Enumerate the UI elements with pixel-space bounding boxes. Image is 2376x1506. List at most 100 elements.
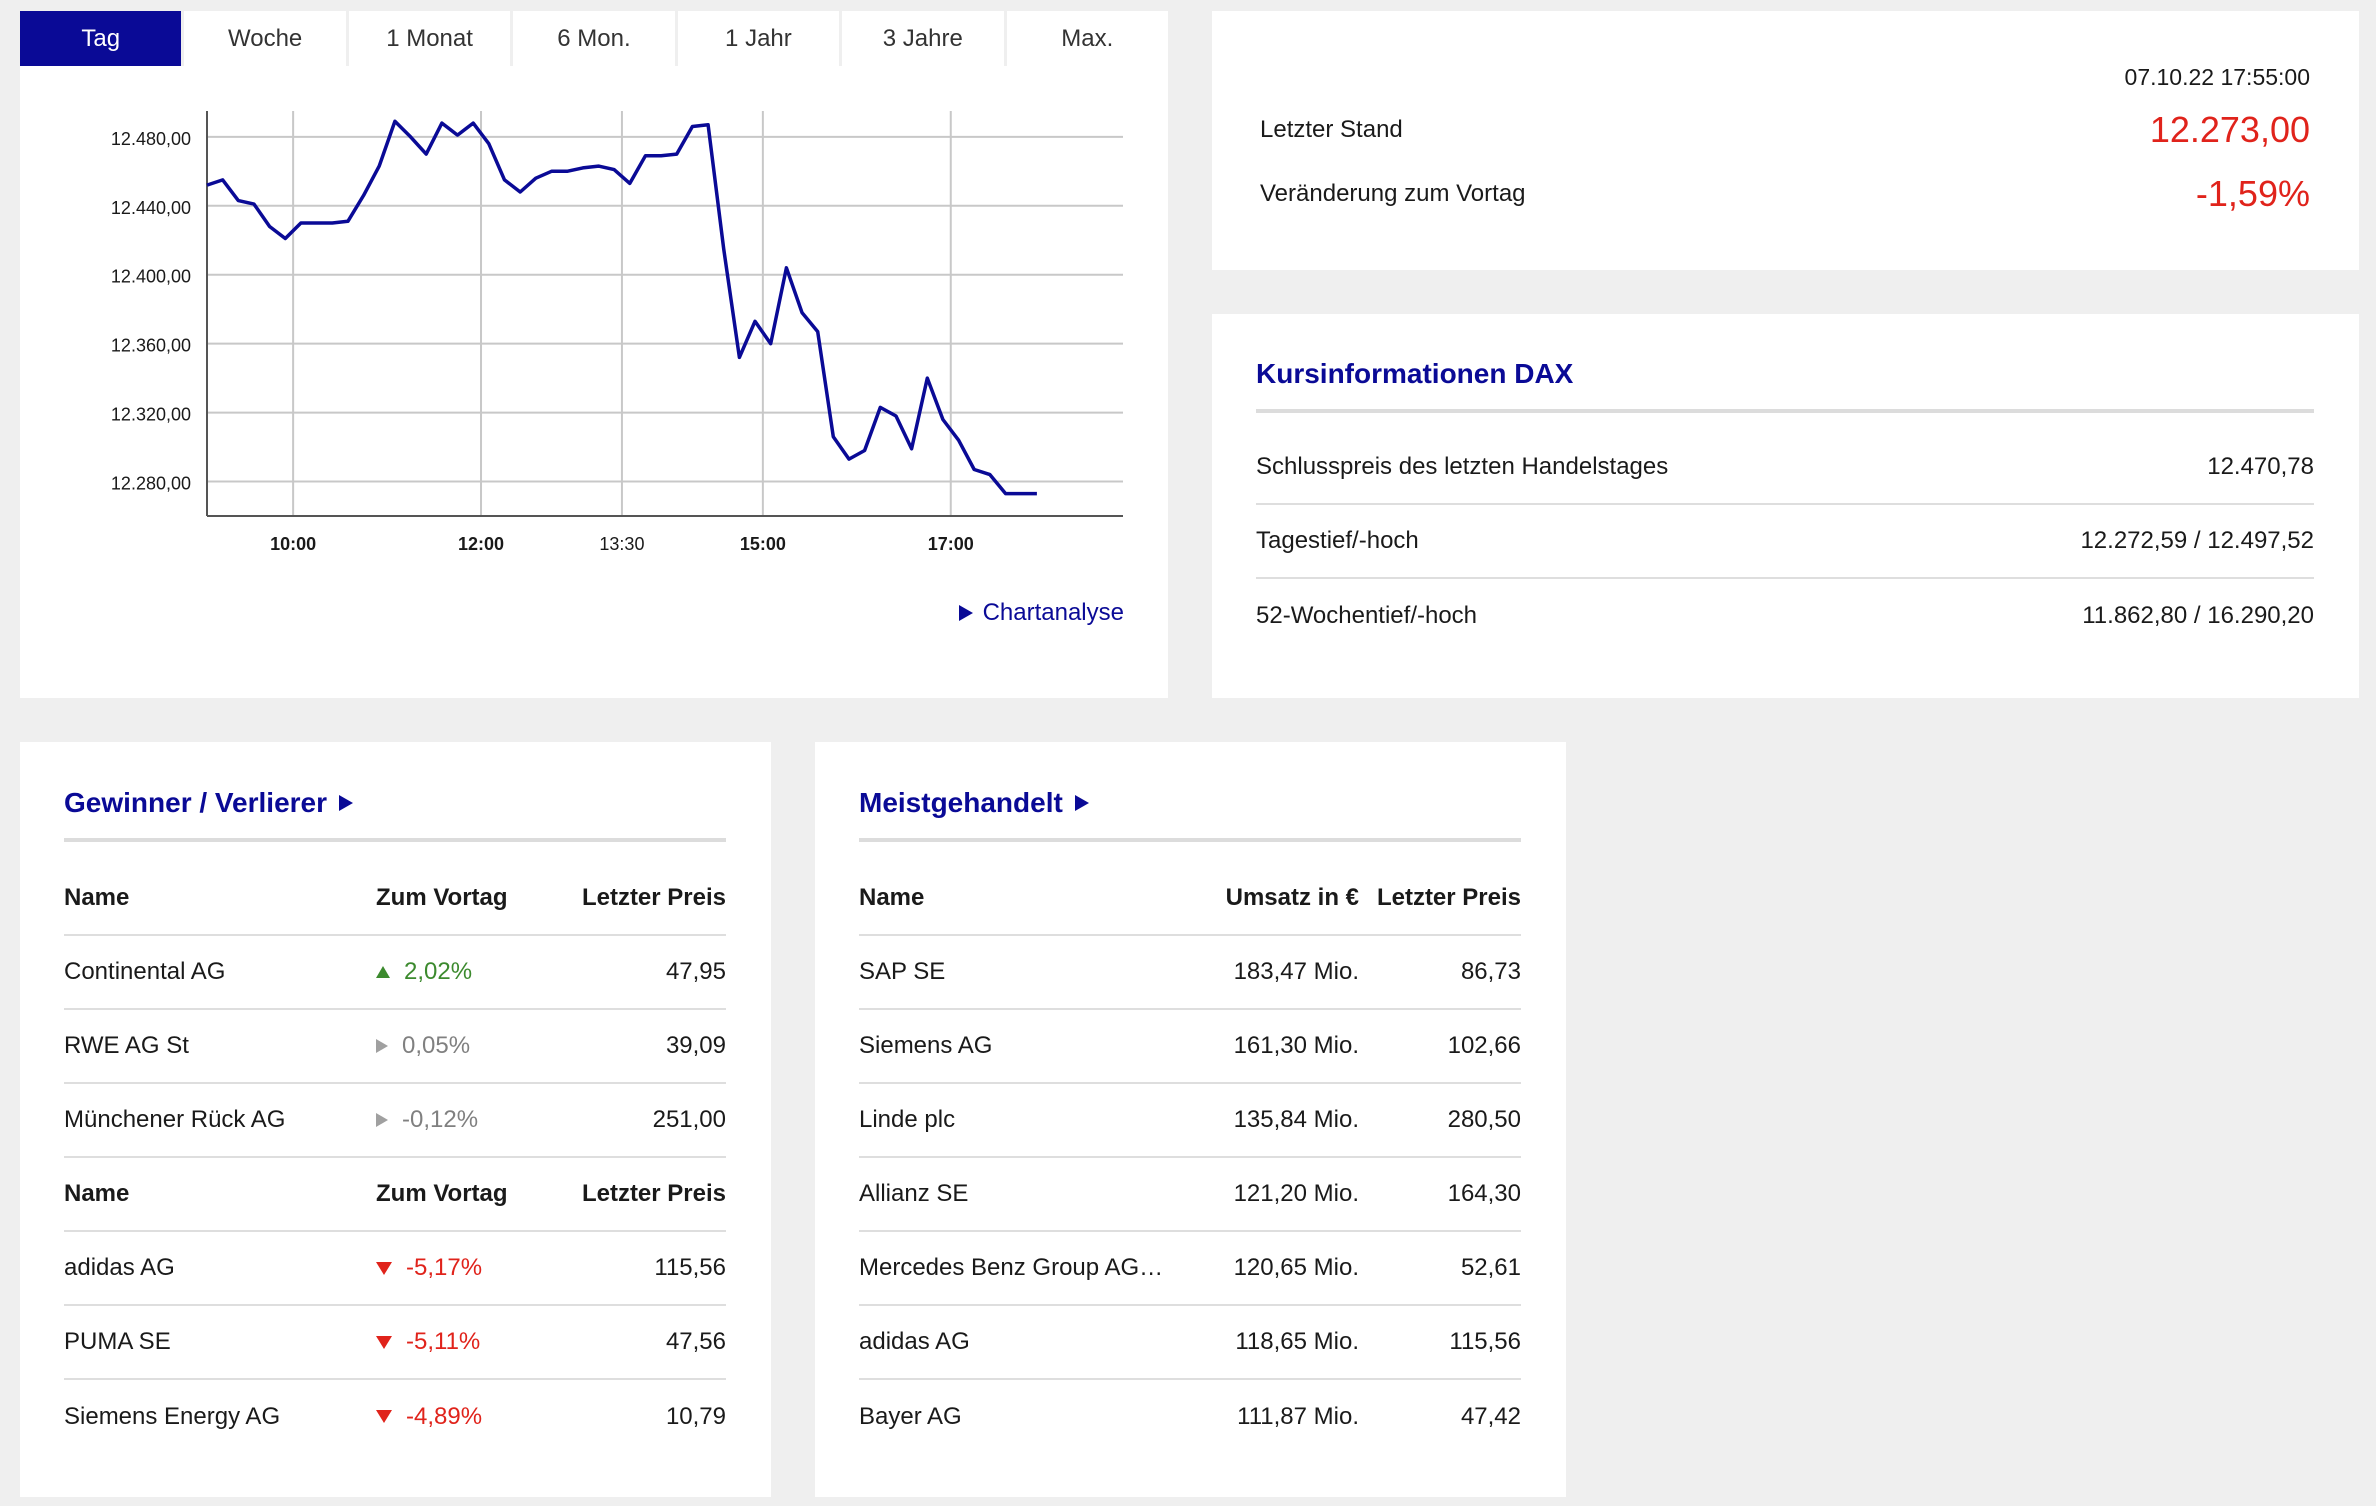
most-traded-title-link[interactable]: Meistgehandelt <box>859 787 1089 819</box>
volume: 118,65 Mio. <box>1199 1305 1359 1380</box>
change-cell: -5,17% <box>376 1231 546 1306</box>
stock-name[interactable]: Allianz SE <box>859 1180 969 1207</box>
stock-name-cell[interactable]: adidas AG <box>859 1305 1199 1380</box>
info-row: Tagestief/-hoch 12.272,59 / 12.497,52 <box>1256 505 2314 579</box>
column-header[interactable]: Letzter Preis <box>546 861 726 936</box>
change-cell: -4,89% <box>376 1379 546 1453</box>
x-tick-label: 17:00 <box>928 534 974 554</box>
triangle-down-icon <box>376 1410 392 1423</box>
change-value: -1,59% <box>2195 173 2310 214</box>
column-header[interactable]: Letzter Preis <box>546 1157 726 1232</box>
change-cell: 2,02% <box>376 935 546 1010</box>
price-series-line <box>206 119 1037 496</box>
column-header[interactable]: Letzter Preis <box>1359 861 1521 936</box>
last-price: 47,56 <box>546 1305 726 1380</box>
stock-name[interactable]: Siemens AG <box>859 1032 993 1059</box>
last-price: 115,56 <box>546 1231 726 1306</box>
timeframe-tabs: Tag Woche 1 Monat 6 Mon. 1 Jahr 3 Jahre Max. <box>20 11 1168 66</box>
column-header[interactable]: Name <box>859 861 1199 936</box>
info-title: Kursinformationen DAX <box>1256 358 1574 389</box>
stock-name[interactable]: Münchener Rück AG <box>64 1083 376 1158</box>
table-row[interactable]: Allianz SE 121,20 Mio. 164,30 <box>859 1157 1521 1232</box>
info-row-label: Tagestief/-hoch <box>1256 527 1419 554</box>
tab-woche[interactable]: Woche <box>184 11 346 66</box>
x-tick-label: 15:00 <box>740 534 786 554</box>
stock-name-cell[interactable]: Siemens AG <box>859 1009 1199 1084</box>
volume: 135,84 Mio. <box>1199 1083 1359 1158</box>
last-price: 10,79 <box>665 1402 726 1430</box>
table-row[interactable]: Mercedes Benz Group AG… 120,65 Mio. 52,61 <box>859 1231 1521 1306</box>
tab-1-jahr[interactable]: 1 Jahr <box>677 11 840 66</box>
stock-name[interactable]: Linde plc <box>859 1106 956 1133</box>
table-row[interactable]: RWE AG St 0,05% 39,09 <box>64 1009 726 1084</box>
stock-name[interactable]: adidas AG <box>64 1231 376 1306</box>
gainers-losers-title-link[interactable]: Gewinner / Verlierer <box>64 787 354 819</box>
column-header[interactable]: Name <box>64 861 376 936</box>
triangle-down-icon <box>376 1335 392 1349</box>
table-row[interactable]: Münchener Rück AG -0,12% 251,00 <box>64 1083 726 1158</box>
column-header[interactable]: Zum Vortag <box>376 861 546 936</box>
stock-name-cell[interactable]: Linde plc <box>859 1083 1199 1158</box>
last-price: 47,95 <box>546 935 726 1010</box>
change-row: Veränderung zum Vortag -1,59% <box>1260 173 2310 215</box>
last-price: 102,66 <box>1359 1009 1521 1084</box>
price-info-panel: Kursinformationen DAX Schlusspreis des l… <box>1212 314 2359 698</box>
stock-name-cell[interactable]: SAP SE <box>859 935 1199 1010</box>
table-row[interactable]: Siemens Energy AG -4,89% 10,79 <box>64 1379 726 1453</box>
quote-timestamp: 07.10.22 17:55:00 <box>2124 64 2310 90</box>
chartanalyse-link[interactable]: Chartanalyse <box>958 599 1124 627</box>
volume: 161,30 Mio. <box>1199 1009 1359 1084</box>
table-row[interactable]: Continental AG 2,02% 47,95 <box>64 935 726 1010</box>
stock-name[interactable]: adidas AG <box>859 1328 970 1355</box>
change-cell: 0,05% <box>376 1009 546 1084</box>
stock-name[interactable]: Mercedes Benz Group AG… <box>859 1254 1164 1281</box>
gainers-losers-panel: Gewinner / Verlierer Name Zum Vortag Letzt… <box>20 742 771 1497</box>
info-row-value: 12.470,78 <box>2207 453 2314 480</box>
stock-name-cell[interactable]: Allianz SE <box>859 1157 1199 1232</box>
stock-name[interactable]: Continental AG <box>64 935 376 1010</box>
change-cell: -5,11% <box>376 1305 546 1380</box>
table-row[interactable]: SAP SE 183,47 Mio. 86,73 <box>859 935 1521 1010</box>
column-header[interactable]: Umsatz in € <box>1199 861 1359 936</box>
table-row[interactable]: PUMA SE -5,11% 47,56 <box>64 1305 726 1380</box>
change-value: 2,02% <box>404 958 473 985</box>
column-header[interactable]: Zum Vortag <box>376 1157 546 1232</box>
dax-intraday-chart: 12.480,00 12.440,00 12.400,00 12.360,00 12.3… <box>111 111 1123 554</box>
change-cell: -0,12% <box>376 1083 546 1158</box>
change-wrap: -0,12% <box>376 1106 546 1134</box>
last-price-value: 12.273,00 <box>2149 109 2310 150</box>
info-row-value: 11.862,80 / 16.290,20 <box>2082 602 2314 629</box>
table-row[interactable]: Bayer AG 111,87 Mio. 47,42 <box>859 1379 1521 1453</box>
tab-max[interactable]: Max. <box>1006 11 1168 66</box>
last-price: 280,50 <box>1359 1083 1521 1158</box>
play-arrow-icon <box>958 605 973 621</box>
table-row[interactable]: Linde plc 135,84 Mio. 280,50 <box>859 1083 1521 1158</box>
stock-name[interactable]: Bayer AG <box>859 1402 962 1430</box>
x-tick-label: 12:00 <box>458 534 504 554</box>
table-row[interactable]: Siemens AG 161,30 Mio. 102,66 <box>859 1009 1521 1084</box>
triangle-right-icon <box>376 1113 388 1127</box>
table-row[interactable]: adidas AG -5,17% 115,56 <box>64 1231 726 1306</box>
gainers-losers-title: Gewinner / Verlierer <box>64 787 328 818</box>
y-tick-label: 12.440,00 <box>111 198 191 218</box>
column-header[interactable]: Name <box>64 1157 376 1232</box>
table-header-row: Name Umsatz in € Letzter Preis <box>859 861 1521 936</box>
change-wrap: -4,89% <box>376 1403 546 1431</box>
tab-3-jahre[interactable]: 3 Jahre <box>842 11 1004 66</box>
tab-1-monat[interactable]: 1 Monat <box>348 11 511 66</box>
last-price: 47,42 <box>1460 1402 1521 1430</box>
change-value: 0,05% <box>402 1032 471 1059</box>
change-wrap: -5,11% <box>376 1328 546 1356</box>
stock-name[interactable]: RWE AG St <box>64 1009 376 1084</box>
stock-name[interactable]: Siemens Energy AG <box>64 1402 281 1430</box>
title-divider <box>64 838 726 842</box>
stock-name[interactable]: PUMA SE <box>64 1305 376 1380</box>
info-row: Schlusspreis des letzten Handelstages 12… <box>1256 431 2314 505</box>
stock-name-cell[interactable]: Mercedes Benz Group AG… <box>859 1231 1199 1306</box>
tab-6-mon[interactable]: 6 Mon. <box>513 11 675 66</box>
stock-name[interactable]: SAP SE <box>859 958 946 985</box>
table-row[interactable]: adidas AG 118,65 Mio. 115,56 <box>859 1305 1521 1380</box>
tab-tag[interactable]: Tag <box>20 11 182 66</box>
title-divider <box>1256 409 2314 413</box>
stock-name-cell[interactable]: Bayer AG <box>859 1379 1199 1453</box>
